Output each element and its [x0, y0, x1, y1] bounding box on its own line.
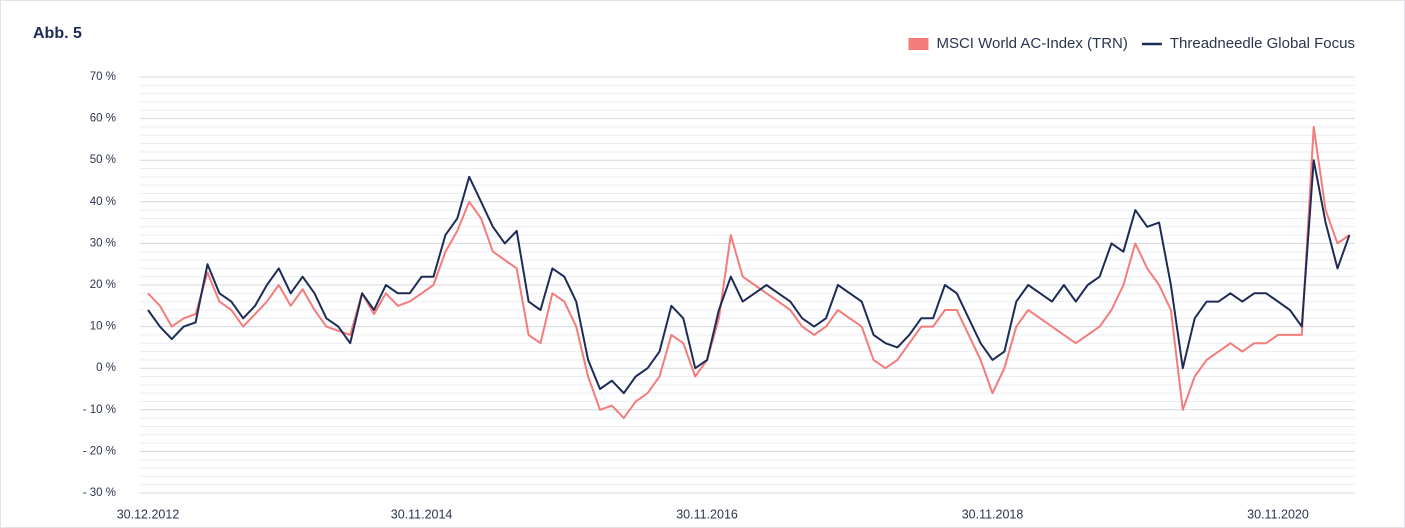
y-tick-label: 10 % — [90, 321, 116, 333]
y-tick-label: 60 % — [90, 113, 116, 125]
legend-label: MSCI World AC-Index (TRN) — [936, 35, 1127, 52]
chart-title: Abb. 5 — [33, 25, 82, 42]
y-tick-label: 30 % — [90, 237, 116, 249]
x-tick-label: 30.12.2012 — [117, 507, 180, 521]
x-tick-label: 30.11.2016 — [676, 507, 738, 521]
y-tick-label: 20 % — [90, 279, 116, 291]
legend-swatch — [908, 38, 929, 50]
y-tick-label: - 10 % — [83, 404, 116, 416]
y-tick-label: - 30 % — [83, 487, 116, 499]
y-tick-label: 70 % — [90, 71, 116, 83]
x-tick-label: 30.11.2018 — [962, 507, 1024, 521]
x-tick-label: 30.11.2014 — [391, 507, 453, 521]
y-tick-label: - 20 % — [83, 445, 116, 457]
legend-label: Threadneedle Global Focus — [1170, 35, 1355, 52]
y-tick-label: 0 % — [96, 362, 116, 374]
y-tick-label: 40 % — [90, 196, 116, 208]
data-line — [147, 159, 1351, 395]
x-tick-label: 30.11.2020 — [1247, 507, 1309, 521]
data-line — [147, 125, 1350, 420]
y-tick-label: 50 % — [90, 154, 116, 166]
